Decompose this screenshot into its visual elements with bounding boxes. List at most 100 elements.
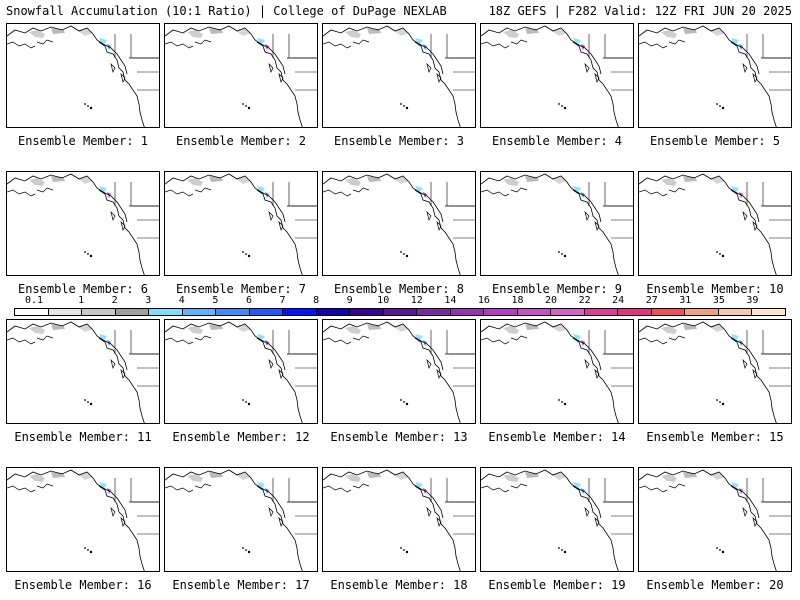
- snowfall-shading: [29, 178, 45, 186]
- ensemble-map: [481, 25, 633, 127]
- snowfall-shading: [187, 30, 203, 38]
- ensemble-map: [481, 173, 633, 275]
- basemap-outline: [7, 321, 159, 423]
- colorbar-swatch: [651, 309, 686, 315]
- basemap-outline: [165, 321, 317, 423]
- snowfall-shading: [77, 177, 93, 184]
- colorbar-label: 3: [145, 295, 152, 306]
- colorbar-swatch: [283, 309, 317, 315]
- snowfall-shading: [29, 326, 45, 334]
- basemap-outline: [165, 25, 317, 127]
- snowfall-shading: [235, 29, 251, 36]
- ensemble-map-panel: [638, 171, 792, 276]
- snowfall-shading: [99, 38, 107, 46]
- snowfall-shading: [573, 186, 581, 194]
- ensemble-map-panel: [322, 171, 476, 276]
- colorbar-label: 18: [511, 295, 524, 306]
- colorbar-label: 24: [612, 295, 625, 306]
- snowfall-shading: [503, 178, 519, 186]
- ensemble-map-panel: [164, 171, 318, 276]
- ensemble-map-panel: [480, 23, 634, 128]
- snowfall-shading: [393, 29, 409, 36]
- snowfall-shading: [661, 30, 677, 38]
- ensemble-member-label: Ensemble Member: 11: [14, 430, 152, 444]
- ensemble-map: [165, 321, 317, 423]
- colorbar-swatch: [584, 309, 619, 315]
- colorbar-label: 12: [410, 295, 423, 306]
- ensemble-member-label: Ensemble Member: 12: [172, 430, 310, 444]
- snowfall-shading: [29, 30, 45, 38]
- colorbar-swatch: [417, 309, 451, 315]
- ensemble-map-panel: [638, 23, 792, 128]
- snowfall-shading: [393, 473, 409, 480]
- ensemble-map-panel: [6, 171, 160, 276]
- basemap-outline: [639, 469, 791, 571]
- snowfall-shading: [345, 326, 361, 334]
- ensemble-member-label: Ensemble Member: 20: [646, 578, 784, 592]
- ensemble-member-label: Ensemble Member: 3: [333, 134, 465, 148]
- colorbar-swatch: [216, 309, 250, 315]
- ensemble-map: [639, 25, 791, 127]
- colorbar-swatch: [618, 309, 652, 315]
- colorbar-swatch: [15, 309, 49, 315]
- map-title: Snowfall Accumulation (10:1 Ratio) | Col…: [6, 4, 447, 18]
- colorbar-label: 16: [477, 295, 490, 306]
- snowfall-shading: [551, 29, 567, 36]
- ensemble-map: [639, 173, 791, 275]
- basemap-outline: [165, 469, 317, 571]
- colorbar-swatch: [115, 309, 150, 315]
- ensemble-map-panel: [480, 467, 634, 572]
- snowfall-shading: [709, 29, 725, 36]
- basemap-outline: [481, 321, 633, 423]
- snowfall-shading: [551, 325, 567, 332]
- snowfall-shading: [731, 38, 739, 46]
- snowfall-shading: [235, 177, 251, 184]
- snowfall-shading: [29, 474, 45, 482]
- colorbar-swatch: [718, 309, 753, 315]
- colorbar-swatch: [450, 309, 485, 315]
- snowfall-shading: [709, 177, 725, 184]
- ensemble-member-label: Ensemble Member: 14: [488, 430, 626, 444]
- snowfall-shading: [503, 326, 519, 334]
- snowfall-shading: [257, 38, 265, 46]
- snowfall-shading: [77, 473, 93, 480]
- snowfall-shading: [731, 334, 739, 342]
- snowfall-shading: [99, 186, 107, 194]
- snowfall-shading: [415, 186, 423, 194]
- snowfall-shading: [551, 177, 567, 184]
- ensemble-member-label: Ensemble Member: 9: [491, 282, 623, 296]
- colorbar-label: 22: [578, 295, 591, 306]
- colorbar-legend: 0.1 1 2 3 4 5 6 7 8 9 10 12 14 16 18 20 22 24 27 31 35 39: [14, 296, 786, 316]
- colorbar-swatches: [14, 308, 786, 316]
- colorbar-swatch: [249, 309, 284, 315]
- colorbar-swatch: [82, 309, 116, 315]
- run-valid-time: 18Z GEFS | F282 Valid: 12Z FRI JUN 20 20…: [488, 4, 792, 18]
- ensemble-member-label: Ensemble Member: 19: [488, 578, 626, 592]
- snowfall-shading: [731, 482, 739, 490]
- ensemble-member-label: Ensemble Member: 17: [172, 578, 310, 592]
- ensemble-member-label: Ensemble Member: 2: [175, 134, 307, 148]
- colorbar-label: 0.1: [24, 295, 44, 306]
- ensemble-member-label: Ensemble Member: 15: [646, 430, 784, 444]
- snowfall-shading: [551, 473, 567, 480]
- basemap-outline: [323, 25, 475, 127]
- basemap-outline: [481, 173, 633, 275]
- colorbar-swatch: [383, 309, 418, 315]
- ensemble-member-label: Ensemble Member: 10: [646, 282, 784, 296]
- colorbar-label: 2: [111, 295, 118, 306]
- snowfall-shading: [661, 474, 677, 482]
- ensemble-member-label: Ensemble Member: 16: [14, 578, 152, 592]
- basemap-outline: [323, 173, 475, 275]
- snowfall-shading: [573, 482, 581, 490]
- basemap-outline: [323, 321, 475, 423]
- snowfall-shading: [187, 178, 203, 186]
- ensemble-map: [323, 25, 475, 127]
- snowfall-shading: [345, 474, 361, 482]
- colorbar-label: 20: [545, 295, 558, 306]
- snowfall-shading: [573, 38, 581, 46]
- colorbar-swatch: [149, 309, 183, 315]
- ensemble-map-panel: [638, 467, 792, 572]
- ensemble-map-panel: [6, 319, 160, 424]
- ensemble-map: [481, 321, 633, 423]
- ensemble-map-panel: [6, 467, 160, 572]
